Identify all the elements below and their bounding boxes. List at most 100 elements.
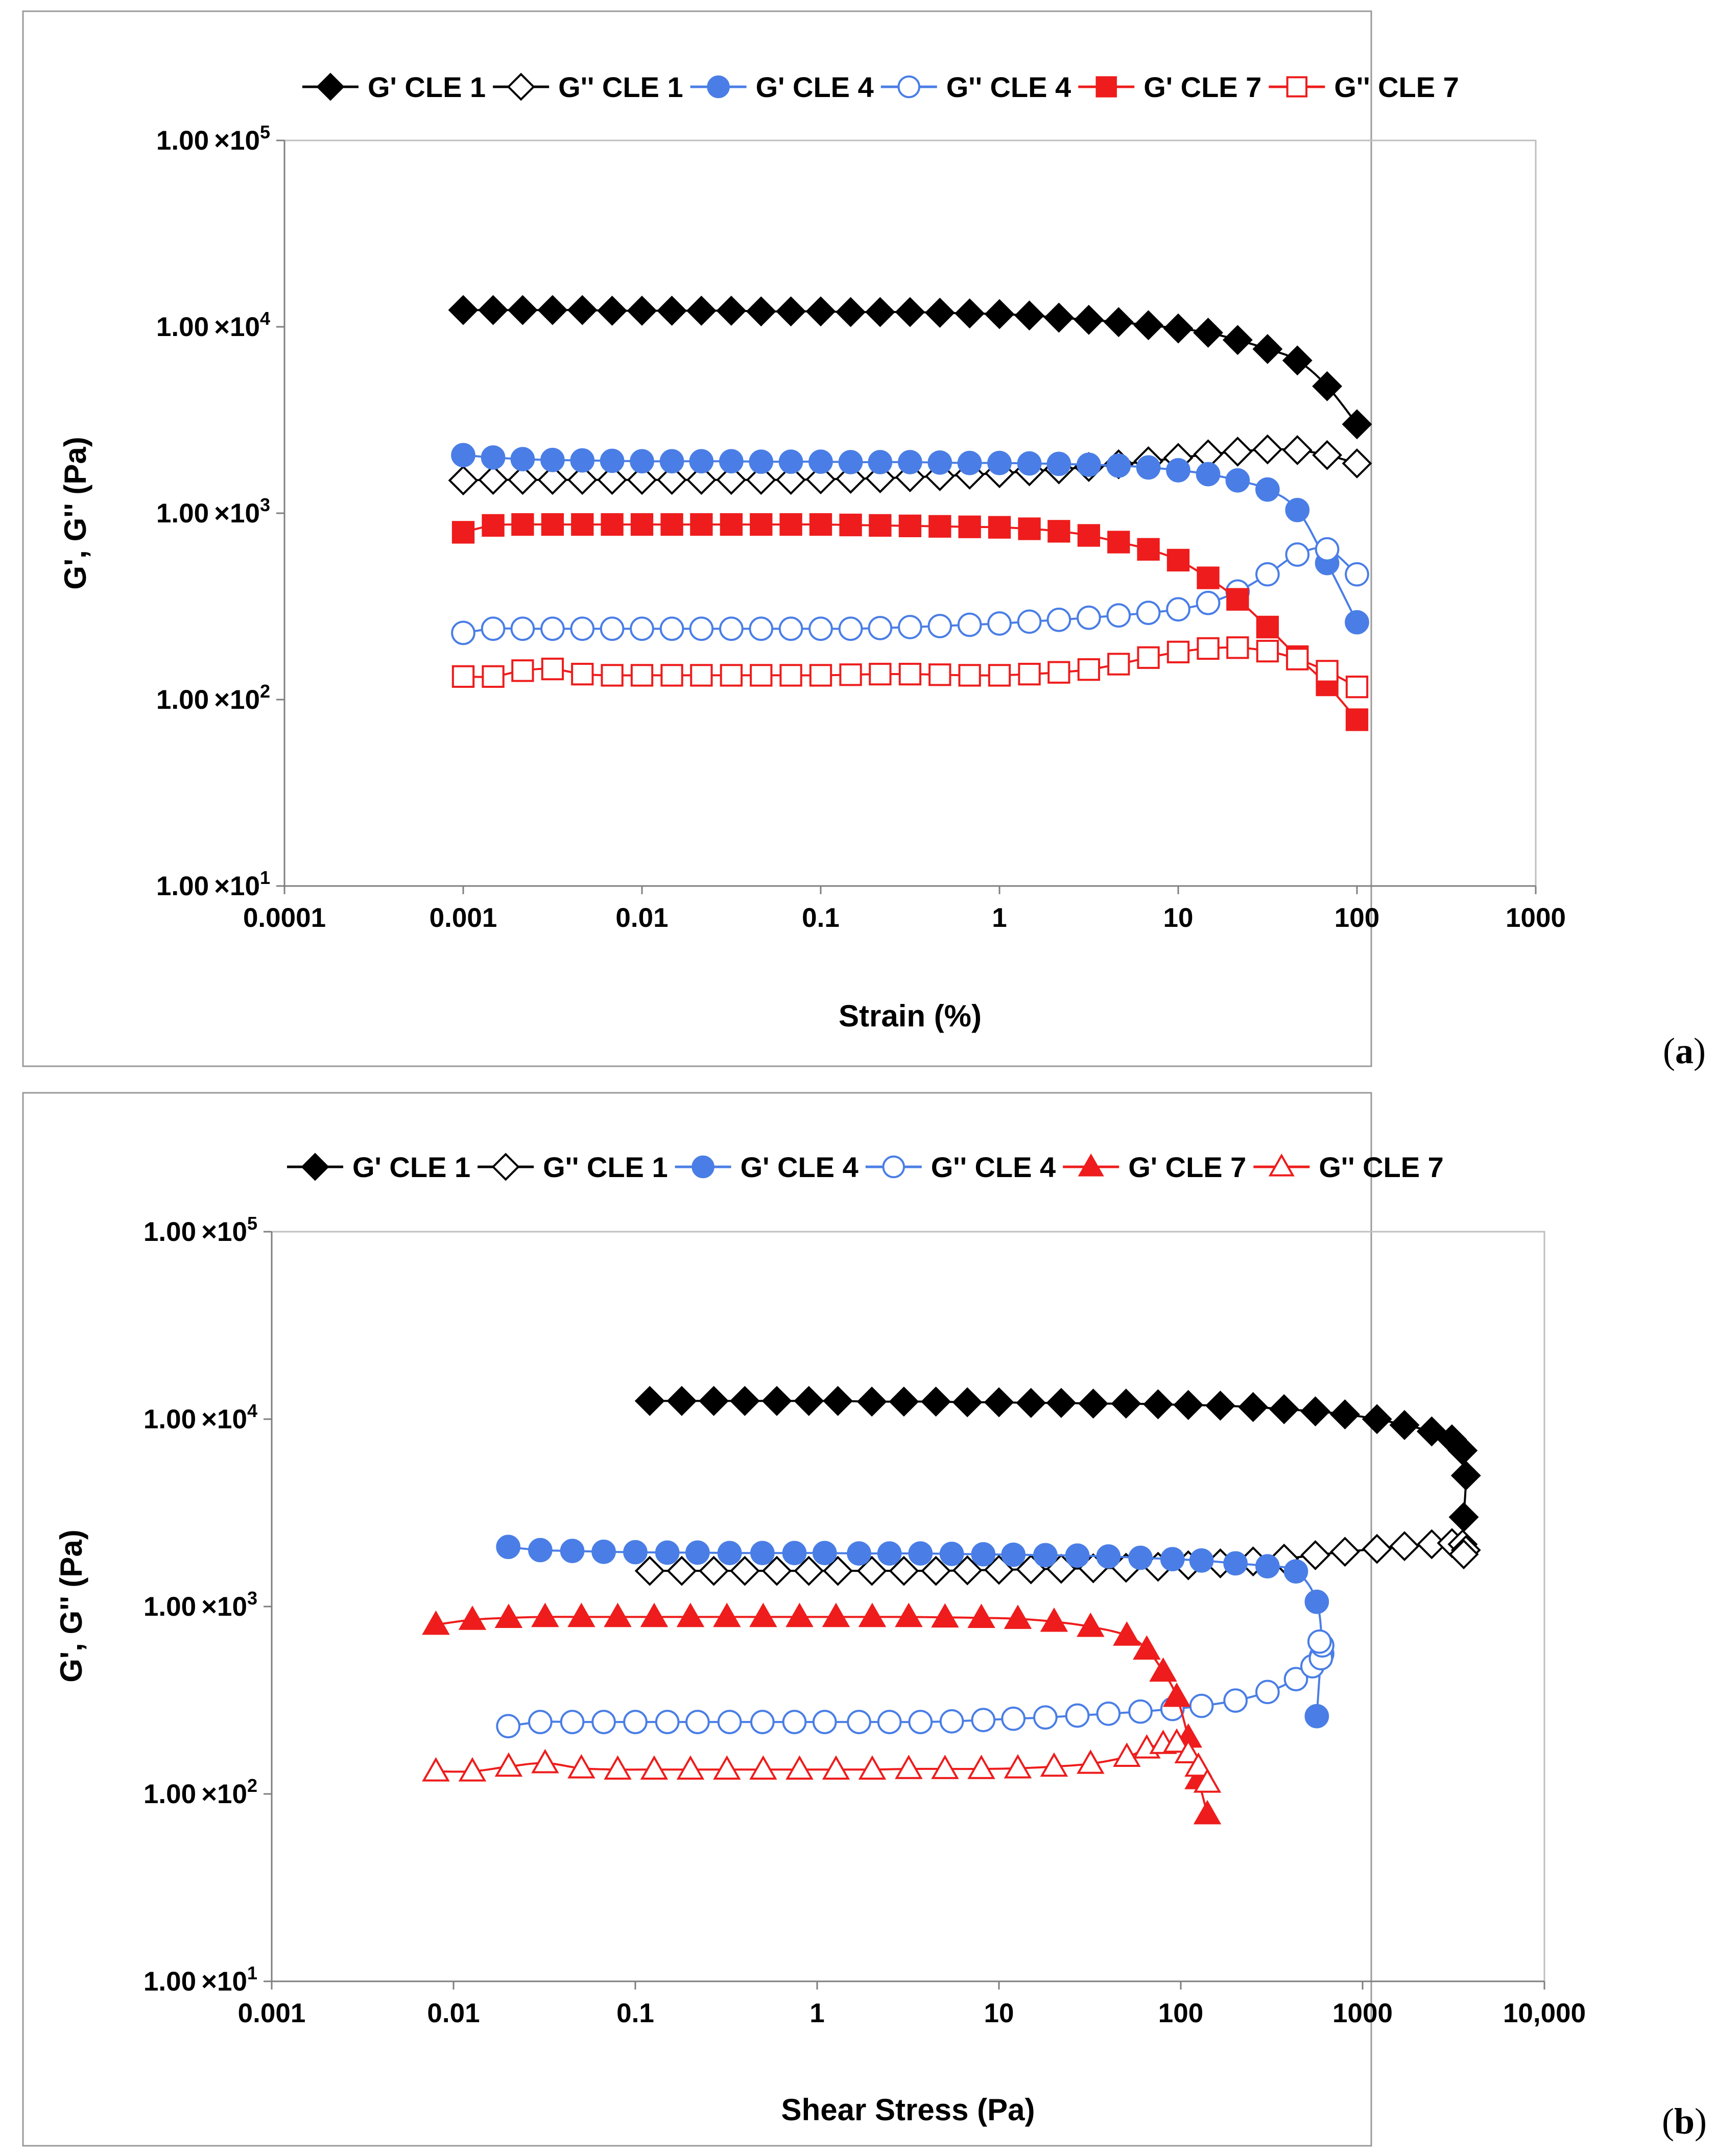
panel-a-data-point bbox=[1285, 542, 1310, 567]
panel-b-data-point bbox=[971, 1708, 996, 1733]
panel-a-data-point bbox=[451, 620, 475, 645]
panel-b-data-point bbox=[908, 1541, 933, 1566]
panel-a-series-2 bbox=[451, 443, 1369, 635]
panel-b-data-point bbox=[1304, 1704, 1329, 1729]
panel-a-y-tick-label: 1.00 ×105 bbox=[156, 122, 270, 156]
panel-b-data-point bbox=[921, 1386, 951, 1417]
panel-b-data-point bbox=[750, 1541, 775, 1566]
panel-b-data-point bbox=[1450, 1460, 1481, 1491]
panel-b-data-point bbox=[1016, 1387, 1046, 1418]
panel-b-legend: G' CLE 1 G'' CLE 1 G' CLE 4 G'' CLE 4 G' CLE… bbox=[287, 1151, 1444, 1183]
panel-b-data-point bbox=[494, 1603, 523, 1628]
panel-b-data-point bbox=[729, 1555, 760, 1586]
panel-a-data-point bbox=[868, 616, 893, 640]
panel-b-data-point bbox=[1300, 1396, 1330, 1427]
panel-a: G' CLE 1 G'' CLE 1 G' CLE 4 G'' CLE 4 G' CLE… bbox=[22, 10, 1706, 1071]
panel-a-data-point bbox=[478, 465, 508, 495]
panel-a-data-point bbox=[1196, 590, 1221, 615]
panel-b-data-point bbox=[939, 1542, 964, 1566]
panel-a-legend-item: G' CLE 1 bbox=[302, 71, 486, 103]
panel-a-data-point bbox=[507, 465, 538, 495]
panel-b-data-point bbox=[895, 1602, 923, 1627]
panel-b-data-point bbox=[623, 1540, 648, 1565]
panel-a-data-point bbox=[749, 449, 774, 474]
panel-a-data-point bbox=[720, 664, 743, 687]
panel-b-data-point bbox=[655, 1540, 680, 1565]
panel-a-data-point bbox=[749, 616, 774, 641]
panel-a-data-point bbox=[1312, 440, 1343, 470]
panel-a-data-point bbox=[1017, 609, 1042, 634]
panel-a-data-point bbox=[1345, 562, 1369, 587]
panel-b-data-point bbox=[458, 1606, 487, 1630]
panel-b-data-point bbox=[952, 1555, 983, 1586]
panel-b-data-point bbox=[634, 1555, 665, 1586]
panel-b-data-point bbox=[567, 1754, 595, 1779]
panel-b-legend-item: G'' CLE 1 bbox=[478, 1151, 668, 1183]
legend-marker bbox=[1268, 1153, 1295, 1177]
panel-b-data-point bbox=[655, 1710, 680, 1734]
panel-a-data-point bbox=[895, 297, 925, 327]
panel-b-x-tick-label: 10,000 bbox=[1503, 1998, 1586, 2028]
panel-b-data-point bbox=[685, 1540, 710, 1565]
panel-a-data-point bbox=[481, 616, 506, 641]
panel-a-data-point bbox=[836, 464, 866, 494]
panel-a-data-point bbox=[719, 616, 744, 641]
panel-b-data-point bbox=[591, 1710, 616, 1734]
panel-a-data-point bbox=[448, 295, 479, 325]
panel-a-data-point bbox=[686, 465, 717, 495]
panel-a-data-point bbox=[1342, 409, 1372, 440]
panel-b-data-point bbox=[823, 1386, 853, 1416]
panel-b-data-point bbox=[1223, 1688, 1248, 1713]
panel-b-data-point bbox=[877, 1541, 902, 1566]
panel-a-data-point bbox=[778, 449, 803, 474]
legend-label: G'' CLE 4 bbox=[946, 71, 1071, 103]
panel-b-data-point bbox=[1448, 1539, 1479, 1570]
panel-a-data-point bbox=[570, 616, 595, 641]
panel-a-data-point bbox=[451, 521, 475, 544]
panel-b-data-point bbox=[1065, 1543, 1090, 1568]
panel-b-data-point bbox=[1189, 1548, 1214, 1573]
legend-label: G' CLE 7 bbox=[1143, 71, 1261, 103]
panel-b-data-point bbox=[1162, 1728, 1191, 1753]
panel-a-data-point bbox=[719, 449, 744, 474]
panel-a-data-point bbox=[1193, 318, 1223, 348]
panel-a-data-point bbox=[779, 513, 802, 536]
panel-a-data-point bbox=[808, 449, 833, 474]
panel-a-data-point bbox=[1018, 662, 1041, 686]
panel-a-data-point bbox=[478, 295, 508, 325]
panel-b-data-point bbox=[931, 1755, 959, 1779]
panel-a-data-point bbox=[541, 513, 564, 536]
panel-b-legend-item: G' CLE 4 bbox=[675, 1151, 859, 1183]
panel-b-data-point bbox=[1184, 1752, 1212, 1777]
panel-b-data-point bbox=[567, 1602, 595, 1627]
panel-b-data-point bbox=[1077, 1749, 1105, 1774]
panel-a-data-point bbox=[540, 616, 565, 641]
panel-a-data-point bbox=[1106, 453, 1131, 478]
panel-b-series-3 bbox=[496, 1629, 1334, 1739]
panel-b-x-tick-label: 10 bbox=[984, 1998, 1014, 2028]
panel-b-x-tick-label: 0.1 bbox=[616, 1998, 654, 2028]
panel-a-data-point bbox=[898, 514, 922, 537]
panel-b-data-point bbox=[1255, 1554, 1280, 1578]
panel-b-data-point bbox=[1389, 1531, 1420, 1562]
panel-a-y-tick-label: 1.00 ×104 bbox=[156, 308, 270, 342]
legend-marker bbox=[1078, 1153, 1104, 1177]
panel-a-series-5 bbox=[451, 636, 1369, 699]
legend-marker bbox=[707, 75, 730, 99]
panel-a-data-point bbox=[958, 664, 981, 687]
panel-a-data-point bbox=[776, 465, 806, 495]
panel-a-data-point bbox=[988, 516, 1011, 539]
panel-a-data-point bbox=[1252, 334, 1283, 364]
panel-b-data-point bbox=[458, 1757, 487, 1782]
panel-b-data-point bbox=[1033, 1705, 1058, 1730]
panel-a-data-point bbox=[510, 447, 535, 471]
panel-b-data-point bbox=[717, 1541, 742, 1566]
panel-b-data-point bbox=[921, 1555, 951, 1586]
panel-a-data-point bbox=[898, 662, 922, 686]
panel-a-data-point bbox=[1136, 455, 1161, 480]
panel-a-data-point bbox=[1047, 661, 1070, 684]
panel-b-data-point bbox=[761, 1386, 792, 1416]
panel-a-data-point bbox=[958, 515, 981, 538]
panel-b-x-tick-label: 0.001 bbox=[238, 1998, 306, 2028]
panel-a-data-point bbox=[627, 465, 657, 495]
